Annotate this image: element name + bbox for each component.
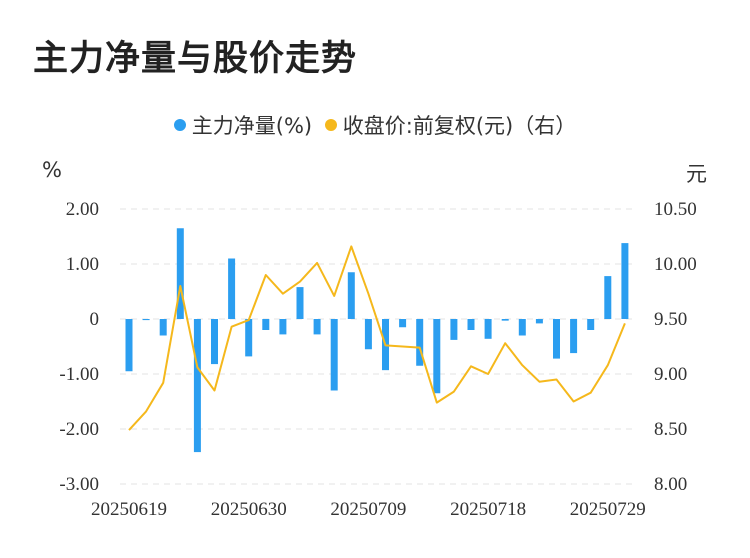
bar[interactable] <box>621 243 629 319</box>
left-tick-label: 0 <box>90 309 100 330</box>
legend-dot-close-price <box>324 119 337 131</box>
bar[interactable] <box>125 319 133 372</box>
right-axis-unit: 元 <box>686 162 707 186</box>
bar[interactable] <box>313 319 321 335</box>
right-tick-label: 10.00 <box>654 254 697 275</box>
bar[interactable] <box>364 319 372 350</box>
right-tick-label: 10.50 <box>654 199 697 220</box>
legend-label-close-price: 收盘价:前复权(元)（右） <box>342 114 577 138</box>
bar[interactable] <box>518 319 526 336</box>
x-tick-label: 20250709 <box>330 499 406 520</box>
right-tick-label: 8.50 <box>654 419 687 440</box>
bar[interactable] <box>604 276 612 319</box>
bar[interactable] <box>330 319 338 391</box>
left-tick-label: 2.00 <box>66 199 99 220</box>
bar[interactable] <box>176 228 184 319</box>
bar[interactable] <box>587 319 595 330</box>
bar[interactable] <box>142 319 150 321</box>
x-tick-label: 20250718 <box>450 499 526 520</box>
x-tick-label: 20250630 <box>211 499 287 520</box>
left-tick-label: 1.00 <box>66 254 99 275</box>
legend-dot-net-volume <box>173 119 186 131</box>
legend-item-close-price[interactable]: 收盘价:前复权(元)（右） <box>324 110 577 140</box>
left-axis-unit: % <box>42 158 62 182</box>
bar[interactable] <box>433 319 441 394</box>
bar-layer <box>125 228 629 453</box>
left-tick-label: -3.00 <box>59 474 99 495</box>
right-tick-label: 8.00 <box>654 474 687 495</box>
bar[interactable] <box>484 319 492 339</box>
chart-title: 主力净量与股价走势 <box>33 39 358 79</box>
bar[interactable] <box>535 319 543 324</box>
line-layer <box>128 245 626 431</box>
legend-item-net-volume[interactable]: 主力净量(%) <box>173 110 313 140</box>
bar[interactable] <box>570 319 578 354</box>
bar[interactable] <box>467 319 475 330</box>
bar[interactable] <box>159 319 167 336</box>
bar[interactable] <box>347 272 355 319</box>
bar[interactable] <box>279 319 287 335</box>
bar[interactable] <box>501 319 509 321</box>
right-tick-label: 9.00 <box>654 364 687 385</box>
bar[interactable] <box>193 319 201 453</box>
bar[interactable] <box>262 319 270 330</box>
right-tick-label: 9.50 <box>654 309 687 330</box>
bar[interactable] <box>228 258 236 320</box>
bar[interactable] <box>211 319 218 365</box>
bar[interactable] <box>296 287 304 319</box>
bar[interactable] <box>416 319 424 366</box>
x-tick-label: 20250619 <box>91 499 167 520</box>
x-tick-label: 20250729 <box>570 499 646 520</box>
legend: 主力净量(%) 收盘价:前复权(元)（右） <box>0 110 750 140</box>
bar[interactable] <box>450 319 458 340</box>
bar[interactable] <box>245 319 253 357</box>
legend-label-net-volume: 主力净量(%) <box>191 114 313 138</box>
bar[interactable] <box>399 319 407 328</box>
tick-layer: 2.00 1.00 0 -1.00 -2.00 -3.00 10.50 10.00 9.50 9.… <box>59 199 696 520</box>
bar[interactable] <box>553 319 560 359</box>
left-tick-label: -1.00 <box>59 364 99 385</box>
left-tick-label: -2.00 <box>59 419 99 440</box>
price-line[interactable] <box>128 245 626 431</box>
